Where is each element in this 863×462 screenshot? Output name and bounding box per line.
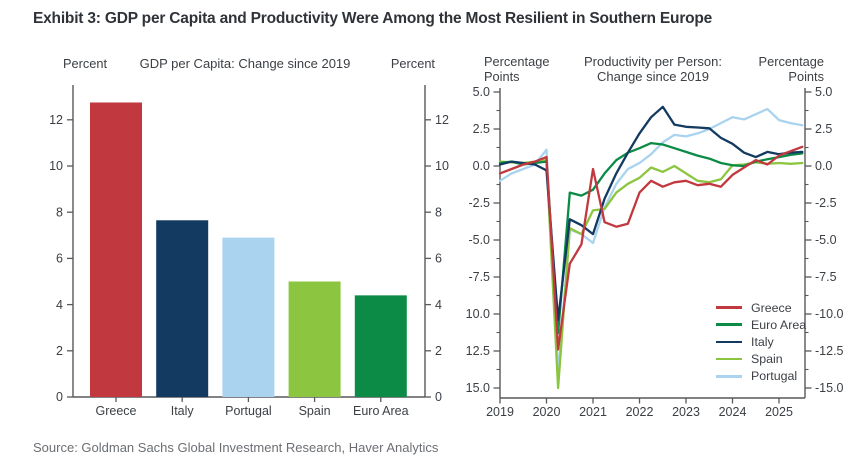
line-x-tick-label: 2022 — [626, 405, 654, 419]
bar-right-axis-unit: Percent — [390, 56, 435, 71]
line-x-tick-label: 2023 — [672, 405, 700, 419]
gdp-bar-chart-svg: 0 0 2 2 4 4 6 6 8 8 10 10 12 12 Greece Italy Portugal Spa… — [49, 85, 449, 418]
legend-swatch-euro-area — [716, 323, 742, 327]
bar-tick-label-right: 12 — [435, 113, 449, 127]
line-tick-label-left: -7.5 — [468, 270, 490, 284]
line-right-axis-unit-l2: Points — [788, 69, 824, 84]
line-tick-label-right: -2.5 — [815, 196, 837, 210]
bar-left-axis-unit: Percent — [63, 56, 108, 71]
line-left-axis-unit: Percentage Points — [484, 54, 564, 84]
line-x-tick-label: 2025 — [765, 405, 793, 419]
legend-label-italy: Italy — [751, 334, 774, 349]
line-tick-label-left: 0.0 — [473, 159, 490, 173]
bar-category-label: Italy — [171, 404, 195, 418]
bar-tick-label-right: 4 — [435, 298, 442, 312]
line-tick-label-left: 5.0 — [473, 85, 490, 99]
bar-tick-label-left: 6 — [56, 252, 63, 266]
bar-tick-label-right: 2 — [435, 344, 442, 358]
line-tick-label-left: -5.0 — [468, 233, 490, 247]
line-chart-title: Productivity per Person: Change since 20… — [532, 54, 774, 84]
bar-tick-label-right: 8 — [435, 205, 442, 219]
bar-category-label: Greece — [96, 404, 137, 418]
bar-portugal — [222, 237, 275, 397]
line-chart-legend: Greece Euro Area Italy Spain Portugal — [716, 299, 806, 385]
line-tick-label-left: 15.0 — [466, 381, 490, 395]
line-tick-label-right: 0.0 — [815, 159, 832, 173]
bar-greece — [90, 102, 142, 397]
legend-swatch-greece — [716, 306, 742, 309]
line-tick-label-right: -15.0 — [815, 381, 844, 395]
line-left-axis-unit-l1: Percentage — [484, 54, 550, 69]
legend-label-portugal: Portugal — [751, 369, 798, 384]
productivity-line-chart-svg: 5.0 5.0 2.5 2.5 0.0 0.0 -2.5 -2.5 -5.0 -5.0 -7.5 -7… — [466, 85, 844, 419]
line-x-tick-label: 2021 — [579, 405, 607, 419]
exhibit-title: Exhibit 3: GDP per Capita and Productivi… — [33, 10, 713, 27]
legend-swatch-spain — [716, 357, 742, 361]
bar-tick-label-left: 4 — [56, 298, 63, 312]
line-x-tick-label: 2020 — [533, 405, 561, 419]
legend-item-portugal: Portugal — [716, 368, 806, 385]
legend-label-spain: Spain — [751, 352, 783, 367]
legend-label-greece: Greece — [751, 300, 792, 315]
bar-tick-label-right: 0 — [435, 390, 442, 404]
legend-item-euro-area: Euro Area — [716, 316, 806, 333]
line-tick-label-right: 5.0 — [815, 85, 832, 99]
bar-euro-area — [354, 295, 407, 397]
line-tick-label-right: 2.5 — [815, 122, 832, 136]
bar-tick-label-left: 0 — [56, 390, 63, 404]
source-note: Source: Goldman Sachs Global Investment … — [33, 440, 439, 455]
line-tick-label-right: -7.5 — [815, 270, 837, 284]
bar-category-label: Portugal — [225, 404, 272, 418]
bar-tick-label-left: 8 — [56, 205, 63, 219]
legend-swatch-portugal — [716, 375, 742, 378]
line-series-greece — [498, 145, 804, 351]
bar-chart-title: GDP per Capita: Change since 2019 — [139, 56, 351, 71]
bar-category-label: Spain — [299, 404, 331, 418]
bar-spain — [288, 281, 341, 397]
legend-item-spain: Spain — [716, 351, 806, 368]
bar-tick-label-left: 10 — [49, 159, 63, 173]
line-chart-title-l1: Productivity per Person: — [583, 54, 722, 69]
bar-italy — [156, 220, 209, 397]
legend-label-euro-area: Euro Area — [751, 317, 807, 332]
line-tick-label-left: 10.0 — [466, 307, 490, 321]
line-x-tick-label: 2019 — [486, 405, 514, 419]
legend-item-italy: Italy — [716, 333, 806, 350]
bar-tick-label-right: 6 — [435, 252, 442, 266]
line-series-italy — [498, 105, 804, 322]
line-x-tick-label: 2024 — [719, 405, 747, 419]
legend-swatch-italy — [716, 340, 742, 344]
line-tick-label-right: -5.0 — [815, 233, 837, 247]
bar-tick-label-left: 12 — [49, 113, 63, 127]
line-right-axis-unit: Percentage Points — [740, 54, 824, 84]
bar-category-label: Euro Area — [353, 404, 409, 418]
bar-tick-label-right: 10 — [435, 159, 449, 173]
line-tick-label-right: -12.5 — [815, 344, 844, 358]
line-tick-label-left: 2.5 — [473, 122, 490, 136]
line-right-axis-unit-l1: Percentage — [758, 54, 824, 69]
bar-tick-label-left: 2 — [56, 344, 63, 358]
line-tick-label-left: 12.5 — [466, 344, 490, 358]
line-chart-title-l2: Change since 2019 — [596, 69, 710, 84]
line-left-axis-unit-l2: Points — [484, 69, 520, 84]
line-tick-label-left: -2.5 — [468, 196, 490, 210]
legend-item-greece: Greece — [716, 299, 806, 316]
line-tick-label-right: -10.0 — [815, 307, 844, 321]
